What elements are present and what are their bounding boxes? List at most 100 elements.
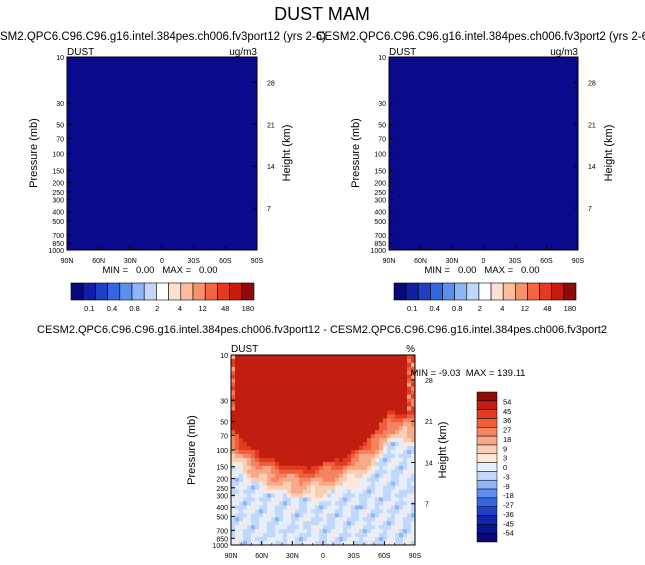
field-cell (295, 410, 300, 415)
field-cell (407, 461, 412, 467)
field-cell (287, 402, 292, 408)
field-cell (315, 410, 320, 415)
field-cell (307, 386, 312, 392)
field-cell (279, 390, 284, 396)
field-cell (243, 477, 248, 483)
field-cell (383, 533, 388, 538)
field-cell (311, 450, 316, 455)
field-cell (391, 382, 396, 388)
field-cell (315, 501, 320, 507)
field-cell (331, 477, 336, 483)
field-cell (363, 513, 368, 518)
field-cell (247, 505, 252, 510)
field-cell (303, 461, 308, 467)
colorbar-box (476, 444, 498, 455)
field-cell (367, 501, 372, 507)
field-cell (279, 541, 284, 545)
field-cell (339, 394, 344, 400)
field-cell (251, 355, 256, 360)
field-cell (395, 442, 400, 447)
field-cell (375, 521, 380, 526)
field-cell (359, 366, 364, 372)
field-cell (311, 533, 316, 538)
field-cell (287, 485, 292, 491)
field-cell (291, 537, 296, 542)
field-cell (339, 473, 344, 479)
field-cell (351, 473, 356, 479)
field-cell (367, 469, 372, 475)
field-cell (275, 513, 280, 518)
field-cell (283, 481, 288, 487)
field-cell (319, 426, 324, 431)
field-cell (239, 434, 244, 439)
field-cell (275, 485, 280, 491)
field-cell (379, 355, 384, 360)
y-tick-label: 300 (216, 493, 228, 500)
field-cell (375, 465, 380, 471)
field-cell (383, 366, 388, 372)
field-cell (299, 517, 304, 522)
field-cell (399, 533, 404, 538)
field-cell (267, 473, 272, 479)
field-cell (287, 386, 292, 392)
field-cell (367, 442, 372, 447)
field-cell (311, 489, 316, 495)
field-cell (287, 382, 292, 388)
field-cell (307, 473, 312, 479)
field-cell (395, 485, 400, 491)
field-cell (307, 485, 312, 491)
field-cell (279, 501, 284, 507)
field-cell (231, 513, 236, 518)
field-cell (291, 374, 296, 380)
field-cell (403, 481, 408, 487)
field-cell (271, 473, 276, 479)
field-cell (299, 493, 304, 499)
field-cell (259, 370, 264, 376)
field-cell (379, 422, 384, 427)
panel-3-min-max: MIN = -9.03 MAX = 139.11 (411, 368, 526, 379)
field-cell (267, 378, 272, 384)
field-cell (359, 529, 364, 534)
field-cell (291, 382, 296, 388)
colorbar-label: 0.1 (407, 304, 417, 313)
field-cell (355, 442, 360, 447)
field-cell (399, 355, 404, 360)
field-cell (339, 426, 344, 431)
field-cell (379, 533, 384, 538)
field-cell (407, 398, 412, 404)
field-cell (303, 477, 308, 483)
field-cell (247, 410, 252, 415)
x-tick-label: 60S (219, 258, 232, 265)
field-cell (243, 386, 248, 392)
field-cell (247, 406, 252, 412)
field-cell (291, 366, 296, 372)
field-cell (335, 398, 340, 404)
field-cell (275, 453, 280, 459)
field-cell (311, 382, 316, 388)
field-cell (327, 374, 332, 380)
field-cell (407, 355, 412, 360)
field-cell (283, 422, 288, 427)
field-cell (327, 493, 332, 499)
field-cell (255, 370, 260, 376)
field-cell (367, 529, 372, 534)
field-cell (287, 481, 292, 487)
field-cell (251, 374, 256, 380)
field-cell (383, 390, 388, 396)
field-cell (391, 461, 396, 467)
field-cell (399, 410, 404, 415)
field-cell (383, 374, 388, 380)
field-cell (255, 422, 260, 427)
field-cell (287, 517, 292, 522)
field-cell (403, 430, 408, 435)
field-cell (343, 457, 348, 463)
field-cell (391, 418, 396, 423)
field-cell (323, 418, 328, 423)
field-cell (239, 358, 244, 364)
field-cell (359, 355, 364, 360)
field-cell (399, 366, 404, 372)
field-cell (299, 398, 304, 404)
field-cell (267, 355, 272, 360)
field-cell (279, 453, 284, 459)
field-cell (291, 517, 296, 522)
